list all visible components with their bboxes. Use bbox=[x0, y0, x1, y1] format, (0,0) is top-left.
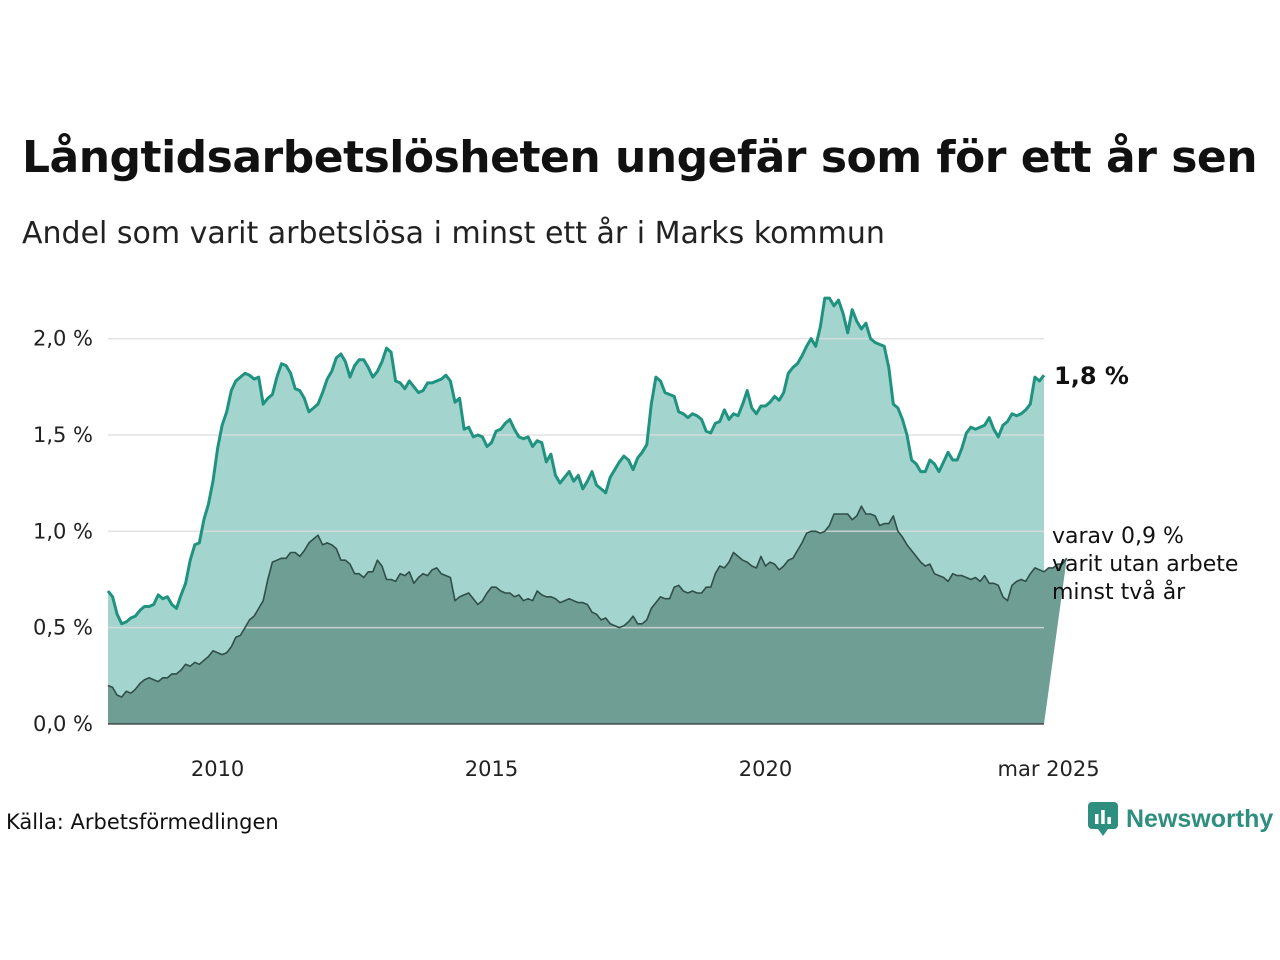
y-tick-label: 2,0 % bbox=[33, 327, 93, 351]
x-tick-label: 2015 bbox=[465, 757, 518, 781]
x-tick-label: 2010 bbox=[191, 757, 244, 781]
chart-title: Långtidsarbetslösheten ungefär som för e… bbox=[22, 132, 1258, 183]
x-tick-label: 2020 bbox=[739, 757, 792, 781]
brand-name: Newsworthy bbox=[1126, 804, 1274, 833]
longterm-annotation-line: varit utan arbete bbox=[1052, 552, 1238, 577]
source-note: Källa: Arbetsförmedlingen bbox=[6, 810, 279, 834]
y-tick-label: 0,0 % bbox=[33, 712, 93, 736]
last-value-label: 1,8 % bbox=[1054, 362, 1129, 390]
longterm-annotation-line: varav 0,9 % bbox=[1052, 524, 1184, 549]
longterm-area bbox=[108, 506, 1067, 724]
x-tick-label: mar 2025 bbox=[998, 757, 1100, 781]
y-tick-label: 1,5 % bbox=[33, 423, 93, 447]
newsworthy-logo-icon bbox=[1088, 802, 1118, 836]
longterm-line bbox=[107, 505, 1068, 698]
newsworthy-brand: Newsworthy bbox=[1088, 802, 1273, 836]
longterm-annotation-line: minst två år bbox=[1052, 579, 1186, 605]
y-tick-label: 0,5 % bbox=[33, 616, 93, 640]
total-line bbox=[106, 296, 1046, 626]
y-tick-label: 1,0 % bbox=[33, 519, 93, 543]
chart-subtitle: Andel som varit arbetslösa i minst ett å… bbox=[22, 216, 885, 251]
